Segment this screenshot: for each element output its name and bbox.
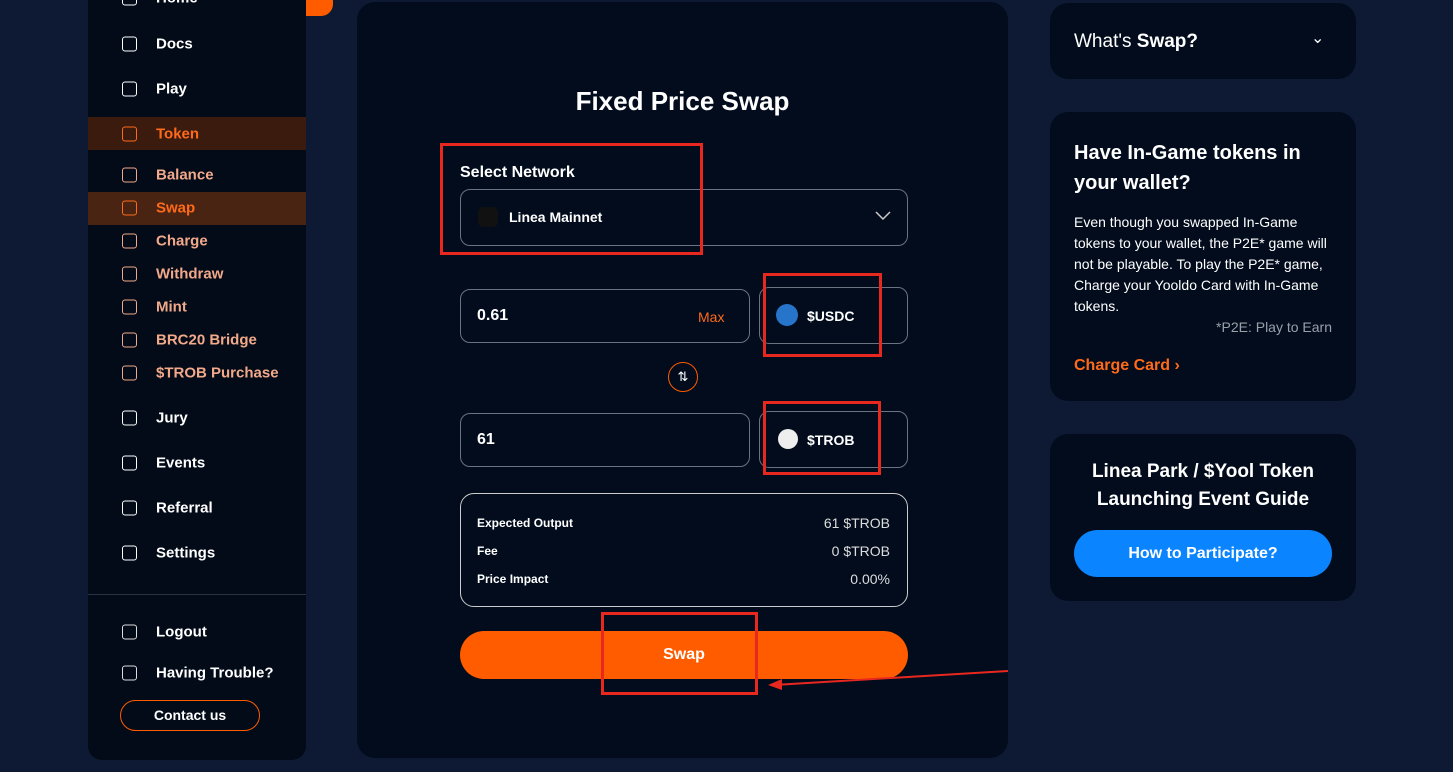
from-token[interactable]	[759, 287, 908, 344]
detail-value: 0.00%	[850, 571, 890, 587]
divider	[88, 594, 306, 595]
nav-item[interactable]: BRC20 Bridge	[156, 331, 257, 349]
to-input[interactable]	[460, 413, 750, 467]
from-input[interactable]	[460, 289, 750, 343]
swap-direction[interactable]: ⇅	[668, 362, 698, 392]
details-box	[460, 493, 908, 607]
nav-item[interactable]: Balance	[156, 166, 214, 184]
to-amount: 61	[477, 431, 495, 448]
contact-button[interactable]: Contact us	[120, 700, 260, 731]
trob-icon	[778, 429, 798, 449]
nav-item[interactable]: Withdraw	[156, 265, 224, 283]
faq-bold: Swap?	[1136, 31, 1198, 52]
faq-title: What's Swap?	[1074, 31, 1198, 53]
active-item	[88, 192, 306, 225]
info-card	[1050, 112, 1356, 401]
nav-icon	[122, 624, 137, 640]
nav-item[interactable]: Jury	[156, 409, 188, 427]
event-title: Linea Park / $Yool Token Launching Event…	[1091, 461, 1315, 510]
nav-icon	[122, 200, 137, 216]
to-token-name: $TROB	[807, 432, 855, 448]
network-select[interactable]	[460, 189, 908, 246]
max-button[interactable]: Max	[698, 309, 725, 325]
charge-card-link[interactable]: Charge Card ›	[1074, 357, 1180, 374]
nav-item[interactable]: Play	[156, 80, 187, 98]
info-title: Have In-Game tokens in your wallet?	[1074, 142, 1301, 194]
network-name: Linea Mainnet	[509, 209, 603, 225]
nav-item[interactable]: Settings	[156, 544, 216, 562]
nav-item[interactable]: Logout	[156, 623, 207, 641]
network-icon	[478, 207, 498, 227]
participate-button[interactable]: How to Participate?	[1074, 530, 1332, 577]
detail-label: Expected Output	[477, 516, 574, 530]
nav-icon	[122, 665, 137, 681]
info-note: *P2E: Play to Earn	[1216, 319, 1332, 335]
detail-label: Fee	[477, 544, 498, 558]
link-text: Charge Card	[1074, 357, 1171, 374]
nav-item[interactable]: Swap	[156, 199, 196, 217]
nav-icon	[122, 455, 137, 471]
active-group	[88, 117, 306, 150]
usdc-icon	[776, 304, 798, 326]
nav-icon	[122, 545, 137, 561]
nav-icon	[122, 299, 137, 315]
nav-item[interactable]: Having Trouble?	[156, 664, 274, 682]
nav-icon	[122, 365, 137, 381]
swap-button[interactable]: Swap	[460, 631, 908, 679]
info-body: Even though you swapped In-Game tokens t…	[1074, 214, 1327, 314]
annotation-box	[763, 401, 881, 475]
nav-item[interactable]: $TROB Purchase	[156, 364, 279, 382]
annotation-box	[601, 612, 758, 695]
nav-icon	[122, 410, 137, 426]
chevron: ⌄	[1311, 30, 1325, 47]
nav-item[interactable]: Events	[156, 454, 206, 472]
nav-item[interactable]: Charge	[156, 232, 208, 250]
nav-item[interactable]: Home	[156, 0, 198, 7]
annotation-box	[440, 143, 703, 255]
nav-icon	[122, 332, 137, 348]
collapse-tab[interactable]	[306, 0, 333, 16]
nav-item[interactable]: Referral	[156, 499, 213, 517]
nav-icon	[122, 167, 137, 183]
from-amount: 0.61	[477, 307, 509, 324]
nav-icon	[122, 81, 137, 97]
network-label: Select Network	[460, 164, 575, 181]
nav-icon	[122, 0, 137, 6]
nav-item[interactable]: Docs	[156, 35, 193, 53]
faq-card[interactable]	[1050, 3, 1356, 79]
nav-item[interactable]: Token	[156, 125, 200, 143]
nav-icon	[122, 233, 137, 249]
detail-label: Price Impact	[477, 572, 549, 586]
detail-value: 61 $TROB	[823, 515, 890, 531]
nav-icon	[122, 36, 137, 52]
nav-icon	[122, 126, 137, 142]
from-token-name: $USDC	[807, 308, 855, 324]
nav-icon	[122, 266, 137, 282]
annotation-box	[763, 273, 882, 357]
nav-icon	[122, 500, 137, 516]
faq-prefix: What's	[1074, 31, 1132, 52]
swap-title: Fixed Price Swap	[575, 86, 790, 116]
detail-value: 0 $TROB	[831, 543, 890, 559]
to-token[interactable]	[759, 411, 908, 468]
nav-item[interactable]: Mint	[156, 298, 187, 316]
